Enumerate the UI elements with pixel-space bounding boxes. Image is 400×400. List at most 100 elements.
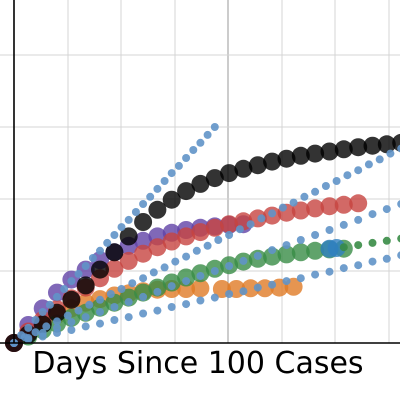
data-point [124,313,133,322]
data-point [368,238,377,247]
data-point [48,303,66,322]
data-point [278,203,287,212]
data-point [139,309,148,318]
data-point [192,246,201,255]
data-point [234,159,253,178]
data-point [235,225,244,234]
data-point [239,287,248,296]
data-point [53,328,61,337]
data-point [148,200,167,219]
series-5 [320,239,346,258]
data-point [253,251,262,260]
data-point [146,192,155,201]
data-point [325,267,334,276]
data-point [96,246,104,255]
data-point [105,259,124,278]
data-point [91,298,109,317]
data-point [81,262,90,270]
data-point [311,270,320,279]
data-point [162,190,181,209]
data-point [153,184,162,193]
data-point [153,287,162,296]
data-point [134,283,153,302]
data-point [354,241,363,250]
data-point [214,236,223,244]
data-point [31,328,40,337]
data-point [131,208,140,216]
data-point [128,279,137,288]
data-point [134,231,153,250]
data-point [203,130,212,139]
data-point [339,220,348,229]
data-point [45,300,54,309]
data-point [53,292,61,301]
data-point [67,318,76,327]
data-point [139,292,148,301]
data-point [160,177,169,185]
data-point [386,149,395,158]
data-point [220,164,239,183]
data-point [24,335,33,344]
data-point [110,303,119,311]
data-point [210,123,219,131]
data-point [110,231,119,239]
data-point [42,322,51,331]
data-point [148,238,167,257]
data-point [382,236,391,245]
data-point [167,282,176,291]
data-point [291,243,310,262]
data-point [354,166,363,175]
data-point [332,177,341,185]
data-point [196,296,205,305]
data-point [60,285,69,293]
data-point [119,251,138,270]
data-point [397,251,400,260]
data-point [177,182,196,201]
data-point [167,303,176,311]
data-point [368,210,377,219]
data-point [177,227,196,246]
data-point [339,264,348,273]
data-point [149,268,158,277]
data-point [263,152,282,171]
data-point [67,326,76,334]
data-point [119,227,138,246]
data-point [397,144,400,153]
data-point [96,295,104,304]
data-point [134,244,153,263]
data-point [382,205,391,214]
data-point [182,252,191,261]
data-point [119,288,138,307]
data-point [300,192,309,201]
data-point [67,277,76,286]
data-point [196,272,205,280]
data-point [191,174,210,193]
data-point [220,215,239,234]
data-point [375,155,384,164]
data-point [196,138,205,147]
data-point [62,290,81,309]
data-point [210,293,219,302]
data-point [397,200,400,208]
data-point [96,308,104,316]
data-point [31,316,40,324]
data-point [81,322,90,331]
data-point [321,182,330,190]
x-axis-label: Days Since 100 Cases [32,346,363,381]
data-point [291,201,310,220]
data-point [88,254,97,262]
data-point [311,231,320,239]
data-point [296,274,305,283]
data-point [377,135,396,154]
data-point [354,215,363,224]
data-point [349,194,368,213]
data-point [139,200,148,208]
data-point [225,262,234,270]
data-point [253,283,262,292]
data-point [162,232,181,251]
data-point [134,213,153,231]
data-series [5,123,400,352]
data-point [306,199,325,218]
data-point [160,263,169,272]
